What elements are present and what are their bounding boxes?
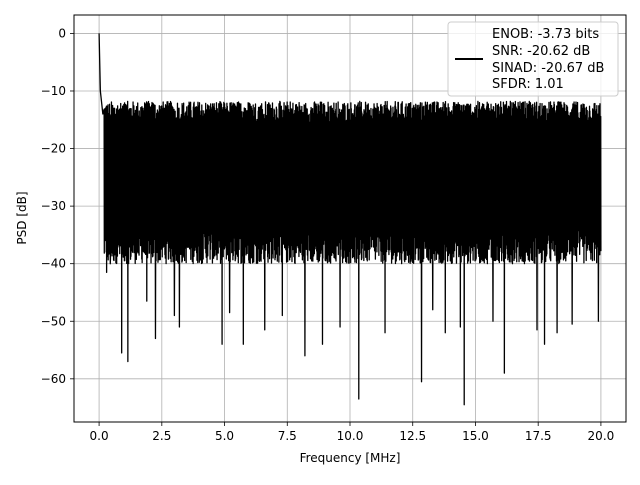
x-tick-label: 10.0: [337, 429, 364, 443]
x-tick-label: 7.5: [278, 429, 297, 443]
x-tick-label: 17.5: [525, 429, 552, 443]
legend-enob: ENOB: -3.73 bits: [492, 27, 599, 42]
y-tick-label: −40: [41, 257, 66, 271]
x-axis-label: Frequency [MHz]: [300, 451, 401, 465]
legend-sfdr: SFDR: 1.01: [492, 77, 564, 92]
legend-box: [447, 21, 619, 97]
x-tick-label: 12.5: [399, 429, 426, 443]
legend: ENOB: -3.73 bits SNR: -20.62 dB SINAD: -…: [447, 21, 619, 97]
axis-ticks: 0.0 2.5 5.0 7.5 10.0 12.5 15.0 17.5 20.0 0 −10 −20 −…: [41, 26, 615, 443]
plot-area: [98, 33, 602, 406]
y-axis-label: PSD [dB]: [15, 191, 29, 244]
y-tick-label: −50: [41, 314, 66, 328]
y-tick-label: −30: [41, 199, 66, 213]
y-tick-label: −20: [41, 142, 66, 156]
legend-sinad: SINAD: -20.67 dB: [492, 61, 604, 76]
y-tick-label: 0: [58, 26, 66, 40]
x-tick-label: 15.0: [462, 429, 489, 443]
x-tick-label: 5.0: [215, 429, 234, 443]
y-tick-label: −60: [41, 372, 66, 386]
y-tick-label: −10: [41, 84, 66, 98]
x-tick-label: 0.0: [90, 429, 109, 443]
psd-series-line: [98, 33, 602, 406]
legend-snr: SNR: -20.62 dB: [492, 44, 590, 59]
x-tick-label: 20.0: [588, 429, 615, 443]
x-tick-label: 2.5: [152, 429, 171, 443]
